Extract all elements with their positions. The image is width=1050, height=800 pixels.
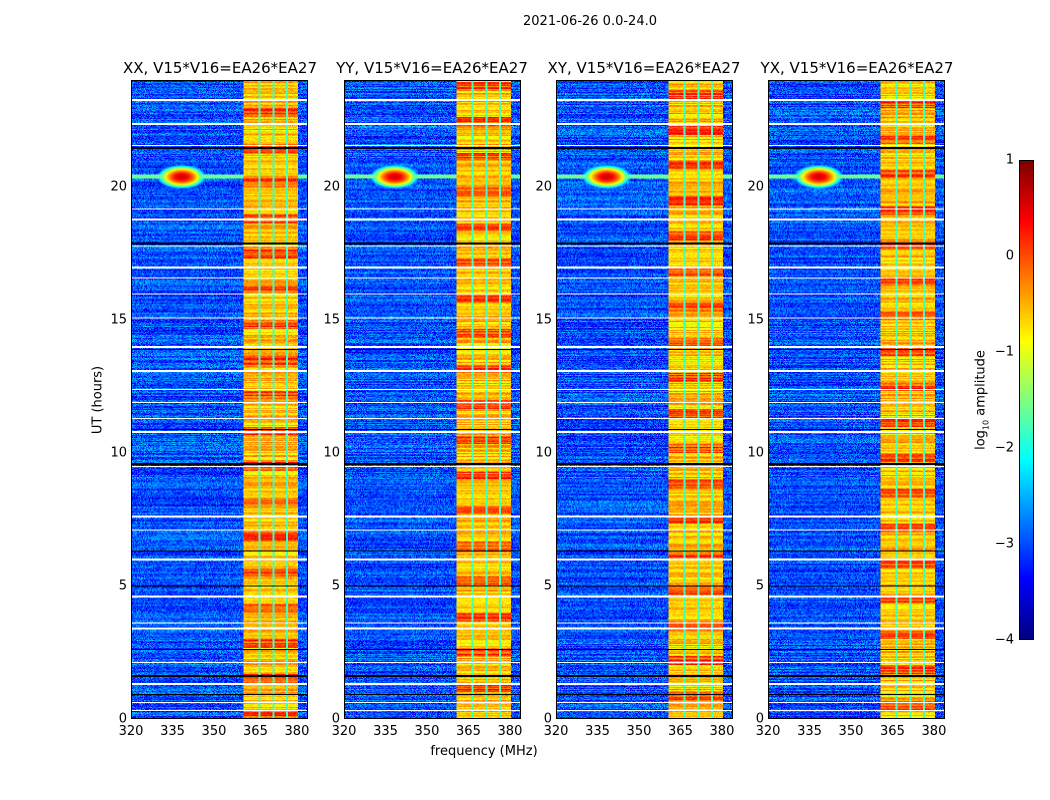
x-tick-label: 320 [543, 724, 569, 739]
heatmap-panel-xx [131, 80, 308, 719]
x-tick-label: 350 [626, 724, 652, 739]
x-tick-label: 350 [838, 724, 864, 739]
heatmap-yy [345, 81, 520, 718]
x-tick-label: 365 [880, 724, 905, 739]
x-tick-label: 320 [755, 724, 781, 739]
y-tick-label: 5 [543, 578, 552, 594]
heatmap-panel-yy [344, 80, 521, 719]
x-tick-label: 380 [284, 724, 310, 739]
y-axis-label: UT (hours) [90, 365, 106, 435]
x-tick-label: 335 [797, 724, 822, 739]
panel-title-yx: YX, V15*V16=EA26*EA27 [760, 59, 954, 77]
x-axis-label: frequency (MHz) [430, 744, 538, 759]
heatmap-xy [557, 81, 732, 718]
panel-title-xx: XX, V15*V16=EA26*EA27 [122, 59, 318, 77]
x-tick-label: 335 [160, 724, 185, 739]
x-tick-label: 365 [243, 724, 268, 739]
y-tick-label: 0 [331, 711, 340, 727]
heatmap-panel-yx [768, 80, 945, 719]
x-tick-label: 365 [456, 724, 481, 739]
colorbar-label: log10 amplitude [973, 350, 991, 450]
x-tick-label: 335 [373, 724, 398, 739]
y-tick-label: 15 [323, 312, 340, 328]
colorbar-tick-label: −4 [994, 632, 1014, 648]
heatmap-panel-xy [556, 80, 733, 719]
panel-title-yy: YY, V15*V16=EA26*EA27 [336, 59, 528, 77]
y-tick-label: 5 [331, 578, 340, 594]
colorbar [1019, 160, 1034, 640]
x-tick-label: 320 [118, 724, 144, 739]
y-tick-label: 15 [535, 312, 552, 328]
colorbar-tick-label: 1 [1005, 152, 1014, 168]
x-tick-label: 380 [709, 724, 735, 739]
heatmap-xx [132, 81, 307, 718]
colorbar-tick-label: −1 [994, 344, 1014, 360]
heatmap-yx [769, 81, 944, 718]
y-tick-label: 20 [323, 179, 340, 194]
chart-title: 2021-06-26 0.0-24.0 [523, 14, 657, 29]
y-tick-label: 10 [323, 445, 340, 461]
y-tick-label: 10 [747, 445, 764, 461]
y-tick-label: 5 [118, 578, 127, 594]
y-tick-label: 10 [110, 445, 127, 461]
x-tick-label: 365 [668, 724, 693, 739]
y-tick-label: 5 [755, 578, 764, 594]
colorbar-tick-label: 0 [1005, 248, 1014, 264]
colorbar-tick-label: −2 [994, 440, 1014, 456]
y-tick-label: 15 [747, 312, 764, 328]
y-tick-label: 20 [535, 179, 552, 194]
x-tick-label: 380 [497, 724, 523, 739]
colorbar-tick-label: −3 [994, 536, 1014, 552]
x-tick-label: 320 [331, 724, 357, 739]
y-tick-label: 20 [110, 179, 127, 194]
y-tick-label: 0 [118, 711, 127, 727]
y-tick-label: 10 [535, 445, 552, 461]
x-tick-label: 350 [414, 724, 440, 739]
x-tick-label: 380 [921, 724, 947, 739]
x-tick-label: 350 [201, 724, 227, 739]
y-tick-label: 0 [543, 711, 552, 727]
y-tick-label: 20 [747, 179, 764, 194]
y-tick-label: 15 [110, 312, 127, 328]
x-tick-label: 335 [585, 724, 610, 739]
panel-title-xy: XY, V15*V16=EA26*EA27 [547, 59, 741, 77]
y-tick-label: 0 [755, 711, 764, 727]
